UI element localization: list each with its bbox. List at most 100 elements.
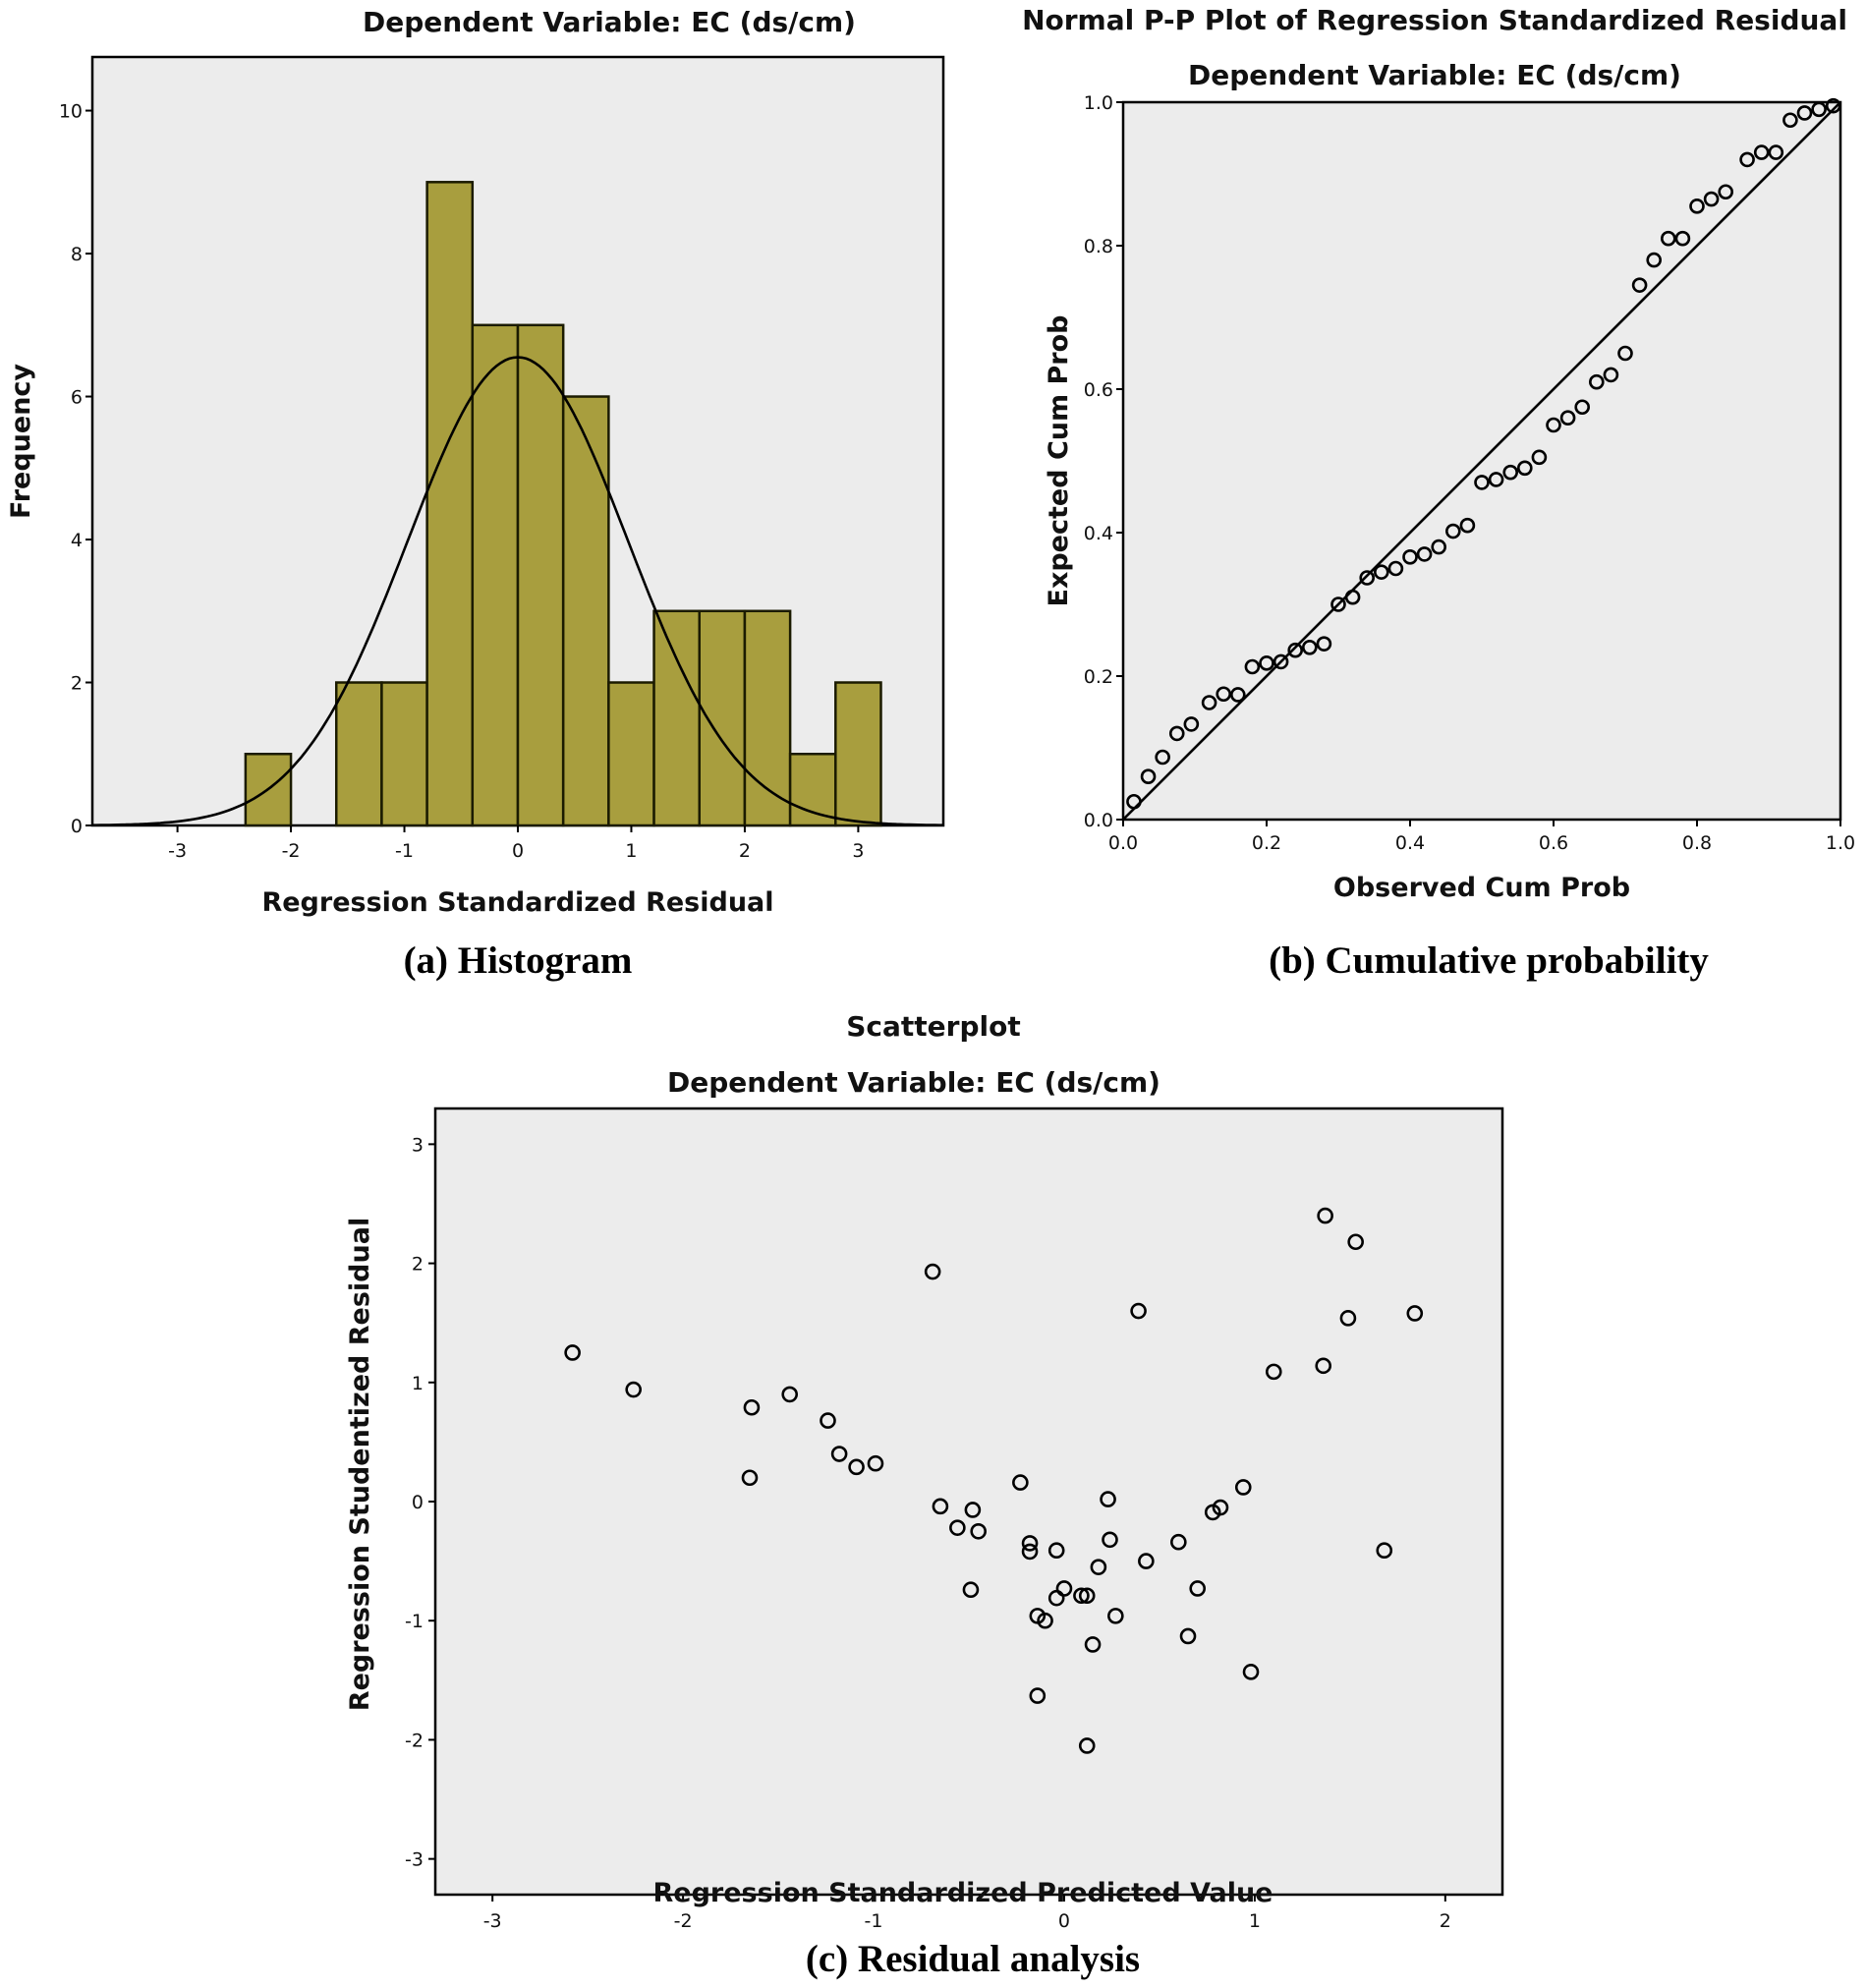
pp-point <box>1302 639 1318 655</box>
pp-y-tick-label: 0.0 <box>1084 810 1113 831</box>
pp-x-tick-label: 0.6 <box>1539 832 1568 854</box>
scatter-point <box>1055 1580 1073 1597</box>
pp-point <box>1344 589 1361 605</box>
pp-point <box>1230 687 1246 703</box>
scatter-point <box>1212 1499 1229 1516</box>
pp-point <box>1488 472 1504 487</box>
pp-point <box>1517 460 1533 477</box>
histogram-y-label: Frequency <box>6 364 36 519</box>
scatter-point <box>1130 1302 1147 1320</box>
pp-plot-title: Normal P-P Plot of Regression Standardiz… <box>1022 4 1847 36</box>
pp-y-label: Expected Cum Prob <box>1044 315 1074 607</box>
histogram-y-tick-label: 2 <box>71 673 83 695</box>
scatter-point <box>1315 1357 1332 1375</box>
pp-point <box>1402 549 1418 565</box>
histogram-y-tick-label: 6 <box>71 387 83 409</box>
pp-point <box>1631 277 1648 293</box>
histogram-x-tick-label: 3 <box>852 840 864 862</box>
scatter-point <box>1078 1587 1096 1605</box>
pp-point <box>1183 716 1200 732</box>
scatter-title: Scatterplot <box>846 1010 1021 1043</box>
pp-point <box>1387 560 1404 577</box>
scatter-point <box>625 1381 642 1398</box>
scatter-point <box>564 1344 581 1361</box>
pp-point <box>1796 105 1813 121</box>
pp-point <box>1445 523 1461 540</box>
scatter-x-tick-label: 2 <box>1440 1910 1451 1932</box>
pp-point <box>1589 373 1605 390</box>
histogram-bar <box>561 395 610 827</box>
scatter-y-tick-label: -3 <box>405 1849 424 1871</box>
pp-point <box>1546 417 1561 433</box>
histogram-title: Dependent Variable: EC (ds/cm) <box>363 6 856 38</box>
pp-point <box>1155 749 1170 766</box>
normal-curve <box>92 356 943 826</box>
scatter-points <box>564 1207 1424 1754</box>
scatter-point <box>1090 1559 1107 1575</box>
histogram-y-tick-label: 0 <box>71 816 83 837</box>
scatter-point <box>1179 1627 1197 1645</box>
scatter-point <box>1189 1580 1207 1597</box>
pp-point <box>1782 112 1798 129</box>
pp-x-tick-label: 0.8 <box>1682 832 1712 854</box>
scatter-point <box>830 1446 848 1462</box>
scatter-point <box>1376 1542 1393 1559</box>
scatter-point <box>970 1523 987 1540</box>
histogram-caption: (a) Histogram <box>404 939 633 982</box>
scatter-y-tick-label: 1 <box>412 1373 424 1394</box>
pp-point <box>1316 636 1332 652</box>
pp-point <box>1661 230 1676 247</box>
pp-point <box>1431 539 1446 555</box>
pp-point <box>1559 410 1576 426</box>
pp-y-tick-label: 0.4 <box>1084 523 1113 544</box>
scatter-point <box>1102 1531 1118 1549</box>
pp-caption: (b) Cumulative probability <box>1269 939 1709 982</box>
pp-point <box>1753 144 1770 160</box>
pp-point <box>1617 345 1633 362</box>
pp-point <box>1718 184 1733 200</box>
histogram-bar <box>471 323 520 827</box>
scatter-y-ticks: -3 -2 -1 0 1 2 3 <box>405 1134 435 1871</box>
scatter-point <box>949 1519 966 1536</box>
scatter-point <box>962 1581 980 1598</box>
scatter-x-label: Regression Standardized Predicted Value <box>653 1878 1273 1908</box>
pp-point <box>1216 686 1231 703</box>
histogram-bar <box>607 681 655 827</box>
scatter-point <box>1084 1636 1102 1653</box>
scatter-point <box>1047 1542 1065 1559</box>
scatter-point <box>1100 1491 1116 1507</box>
scatter-y-tick-label: 3 <box>412 1134 424 1156</box>
scatter-point <box>743 1398 761 1416</box>
pp-point <box>1273 653 1289 670</box>
pp-point <box>1703 191 1720 207</box>
scatter-x-tick-label: 0 <box>1058 1910 1070 1932</box>
scatter-point <box>848 1458 865 1476</box>
pp-point <box>1825 97 1841 114</box>
pp-x-tick-label: 1.0 <box>1826 832 1855 854</box>
pp-point <box>1603 367 1619 383</box>
scatter-point <box>964 1502 982 1518</box>
histogram-bar <box>425 181 475 827</box>
scatter-point <box>741 1469 759 1487</box>
pp-x-tick-label: 0.4 <box>1395 832 1425 854</box>
histogram-bar <box>788 753 837 827</box>
scatter-y-tick-label: 0 <box>412 1492 424 1513</box>
scatter-point <box>867 1454 884 1472</box>
histogram-y-tick-label: 10 <box>59 101 83 123</box>
scatter-point <box>1107 1608 1124 1624</box>
scatter-point <box>781 1386 799 1403</box>
pp-point <box>1126 793 1142 810</box>
scatter-point <box>1012 1474 1029 1491</box>
pp-y-tick-label: 0.8 <box>1084 236 1113 257</box>
scatter-x-tick-label: -3 <box>483 1910 502 1932</box>
pp-point <box>1531 449 1548 466</box>
histogram-x-tick-label: 2 <box>739 840 751 862</box>
pp-point <box>1574 399 1590 416</box>
histogram-bar <box>516 323 565 827</box>
histogram-y-tick-label: 4 <box>71 530 83 551</box>
scatter-y-tick-label: -2 <box>405 1730 424 1751</box>
histogram-x-tick-label: -2 <box>282 840 301 862</box>
scatter-point <box>1265 1363 1282 1381</box>
pp-plot-subtitle: Dependent Variable: EC (ds/cm) <box>1188 59 1681 91</box>
